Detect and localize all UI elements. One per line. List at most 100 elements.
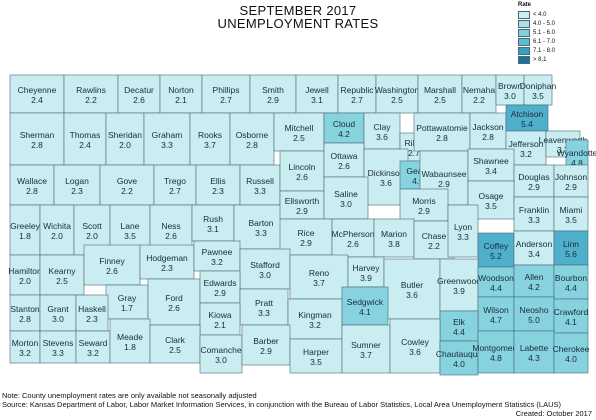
county-rate: 3.8 bbox=[388, 239, 400, 249]
county-name: Rawlins bbox=[76, 85, 106, 95]
county-rate: 3.3 bbox=[254, 186, 266, 196]
county-rate: 2.9 bbox=[260, 346, 272, 356]
county-rate: 5.0 bbox=[528, 315, 540, 325]
county-shape bbox=[417, 74, 463, 114]
legend-label: > 8.1 bbox=[533, 56, 547, 63]
county-rate: 1.8 bbox=[19, 231, 31, 241]
county-rate: 2.9 bbox=[565, 182, 577, 192]
county-rate: 2.9 bbox=[418, 206, 430, 216]
county-name: Norton bbox=[168, 85, 194, 95]
county-name: Gove bbox=[117, 176, 138, 186]
county-name: Pottawatomie bbox=[416, 123, 468, 133]
county-name: Finney bbox=[99, 256, 125, 266]
county-shape bbox=[323, 176, 369, 220]
legend-item: 6.1 - 7.0 bbox=[518, 38, 594, 46]
county-shape bbox=[99, 164, 155, 206]
county-name: Labette bbox=[520, 343, 549, 353]
county-name: Leavenworth bbox=[539, 135, 588, 145]
county-name: Shawnee bbox=[473, 156, 509, 166]
county-name: Scott bbox=[82, 221, 102, 231]
county-name: Jefferson bbox=[509, 139, 544, 149]
county-name: Sheridan bbox=[108, 130, 142, 140]
footer-created: Created: October 2017 bbox=[515, 409, 592, 418]
county-rate: 2.9 bbox=[214, 288, 226, 298]
county-rate: 2.9 bbox=[438, 179, 450, 189]
county-name: Haskell bbox=[78, 304, 106, 314]
footer-note: Note: County unemployment rates are only… bbox=[2, 391, 257, 400]
county-rate: 2.6 bbox=[347, 239, 359, 249]
map-title-line2: UNEMPLOYMENT RATES bbox=[217, 16, 379, 31]
county-name: Wichita bbox=[43, 221, 71, 231]
county-rate: 2.3 bbox=[161, 263, 173, 273]
county-rate: 2.2 bbox=[428, 241, 440, 251]
legend-item: 7.1 - 8.0 bbox=[518, 47, 594, 55]
county-rate: 2.7 bbox=[408, 148, 420, 158]
legend-item: 5.1 - 6.0 bbox=[518, 29, 594, 37]
county-shape bbox=[341, 324, 391, 374]
legend-swatch bbox=[518, 11, 530, 19]
county-shape bbox=[477, 232, 515, 268]
county-name: Lane bbox=[121, 221, 140, 231]
county-shape bbox=[373, 218, 415, 258]
county-name: Chautauqua bbox=[436, 349, 483, 359]
county-shape bbox=[63, 74, 119, 114]
county-rate: 3.3 bbox=[258, 308, 270, 318]
county-name: Allen bbox=[525, 272, 544, 282]
county-rate: 2.6 bbox=[133, 95, 145, 105]
county-rate: 3.6 bbox=[380, 178, 392, 188]
county-rate: 2.6 bbox=[165, 231, 177, 241]
county-name: Clark bbox=[165, 335, 186, 345]
county-shape bbox=[147, 278, 201, 326]
county-shape bbox=[331, 218, 375, 258]
county-name: Coffey bbox=[484, 241, 509, 251]
county-name: Montgomery bbox=[472, 343, 520, 353]
county-rate: 2.3 bbox=[212, 186, 224, 196]
county-rate: 2.9 bbox=[267, 95, 279, 105]
county-shape bbox=[289, 338, 343, 374]
county-shape bbox=[199, 302, 241, 336]
county-rate: 2.8 bbox=[246, 140, 258, 150]
county-shape bbox=[389, 318, 441, 374]
county-rate: 2.2 bbox=[85, 95, 97, 105]
county-rate: 2.8 bbox=[436, 133, 448, 143]
county-name: Cowley bbox=[401, 337, 430, 347]
county-shape bbox=[83, 244, 141, 286]
county-name: Republic bbox=[340, 85, 374, 95]
county-name: Wabaunsee bbox=[421, 169, 466, 179]
county-shape bbox=[513, 230, 555, 266]
county-rate: 2.8 bbox=[26, 186, 38, 196]
county-rate: 3.2 bbox=[87, 348, 99, 358]
county-name: Geary bbox=[406, 166, 430, 176]
county-name: Ellsworth bbox=[285, 196, 320, 206]
county-rate: 3.5 bbox=[565, 215, 577, 225]
county-rate: 4.0 bbox=[453, 359, 465, 369]
county-rate: 2.1 bbox=[214, 320, 226, 330]
county-name: Rice bbox=[297, 228, 314, 238]
county-name: Kearny bbox=[49, 266, 77, 276]
